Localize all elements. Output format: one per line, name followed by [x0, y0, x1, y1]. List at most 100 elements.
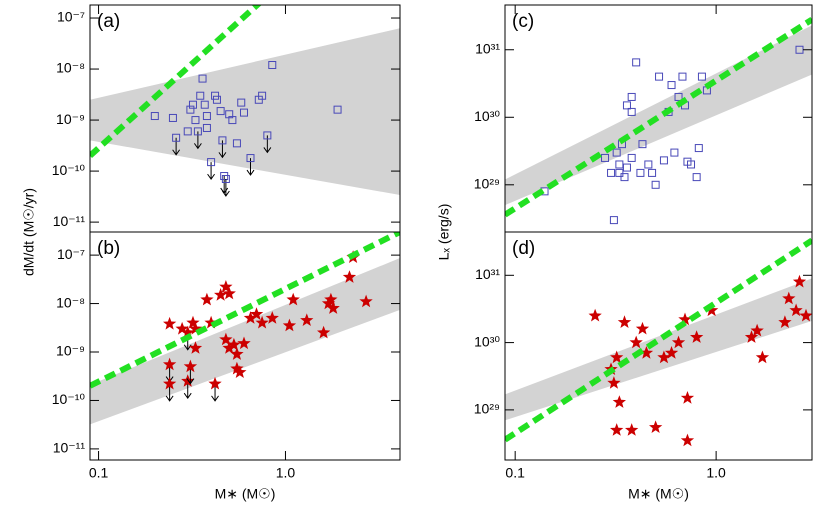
star-point — [219, 280, 233, 293]
square-point — [172, 133, 181, 142]
star-point — [607, 376, 621, 389]
star-point — [629, 335, 643, 349]
square-point — [188, 100, 197, 109]
square-point — [333, 105, 342, 114]
star-point — [635, 321, 650, 335]
square-point — [232, 139, 241, 148]
star-point — [200, 292, 214, 306]
star-point — [649, 420, 663, 433]
upper-limit-arrow — [246, 158, 255, 176]
y-tick-label: 10⁻⁷ — [57, 246, 85, 262]
square-point — [221, 174, 230, 183]
fit-band — [90, 28, 400, 195]
star-point — [782, 291, 796, 305]
square-point — [193, 127, 202, 136]
square-point — [211, 91, 220, 100]
square-point — [670, 148, 679, 157]
star-point — [705, 303, 719, 317]
star-point — [744, 330, 759, 343]
upper-limit-arrow — [172, 137, 181, 156]
square-point — [678, 72, 687, 81]
star-point — [617, 315, 632, 328]
star-point — [610, 423, 624, 436]
star-point — [671, 335, 686, 349]
square-point — [632, 58, 641, 67]
star-point — [342, 270, 357, 283]
square-point — [212, 95, 221, 104]
square-point — [692, 173, 701, 182]
star-point — [755, 350, 770, 364]
star-point — [204, 315, 218, 329]
star-point — [678, 312, 692, 326]
star-point — [230, 361, 244, 375]
star-point — [324, 292, 338, 306]
star-point — [792, 274, 807, 288]
square-point — [636, 168, 645, 177]
y-tick-label: 10⁻⁹ — [56, 343, 85, 359]
star-point — [233, 365, 247, 378]
star-point — [750, 323, 764, 337]
star-point — [778, 315, 792, 328]
fit-band — [505, 25, 812, 206]
panel-label: (d) — [512, 238, 535, 259]
square-point — [202, 112, 211, 121]
y-tick-label: 10⁻¹¹ — [53, 440, 86, 456]
x-axis-label: M∗ (M☉) — [628, 486, 689, 502]
square-point — [186, 105, 195, 114]
square-point — [207, 158, 216, 167]
star-point — [227, 337, 241, 351]
star-point — [243, 311, 258, 324]
star-point — [690, 330, 704, 343]
star-point — [181, 325, 195, 339]
y-axis-label: dM/dt (M☉/yr) — [21, 188, 37, 276]
square-point — [622, 101, 631, 110]
star-point — [625, 423, 639, 436]
panel-label: (a) — [97, 11, 120, 32]
square-point — [202, 123, 211, 132]
star-point — [282, 318, 297, 332]
square-point — [612, 148, 621, 157]
star-point — [265, 311, 279, 324]
star-point — [208, 376, 222, 390]
upper-limit-arrow — [263, 135, 272, 154]
star-point — [222, 341, 236, 354]
square-point — [667, 81, 676, 90]
fit-band — [505, 278, 812, 421]
square-point — [620, 173, 629, 182]
square-point — [638, 140, 647, 149]
star-point — [237, 336, 251, 350]
square-point — [627, 107, 636, 116]
x-axis-label: M∗ (M☉) — [215, 486, 276, 502]
star-point — [326, 301, 340, 314]
square-point — [246, 154, 255, 163]
square-point — [659, 156, 668, 165]
square-point — [237, 98, 246, 107]
upper-limit-arrow — [193, 131, 202, 150]
y-tick-label: 10⁻¹¹ — [53, 213, 86, 229]
panel — [505, 237, 812, 447]
y-tick-label: 10⁻⁹ — [56, 111, 85, 127]
star-point — [163, 357, 177, 371]
square-point — [609, 216, 618, 225]
square-point — [648, 168, 657, 177]
square-point — [607, 168, 616, 177]
relation-line — [505, 237, 812, 443]
relation-line — [90, 5, 262, 158]
star-point — [163, 316, 177, 330]
star-point — [188, 321, 203, 335]
star-point — [610, 350, 624, 364]
square-point — [228, 116, 237, 125]
y-tick-label: 10³⁰ — [474, 108, 500, 124]
upper-limit-arrow — [218, 140, 227, 159]
square-point — [258, 91, 267, 100]
square-point — [622, 163, 631, 172]
square-point — [218, 136, 227, 145]
star-point — [588, 308, 602, 322]
y-tick-label: 10³¹ — [475, 40, 500, 56]
square-point — [615, 168, 624, 177]
relation-line — [90, 232, 400, 389]
frame — [504, 231, 813, 461]
upper-limit-arrow — [221, 178, 230, 197]
square-point — [200, 100, 209, 109]
